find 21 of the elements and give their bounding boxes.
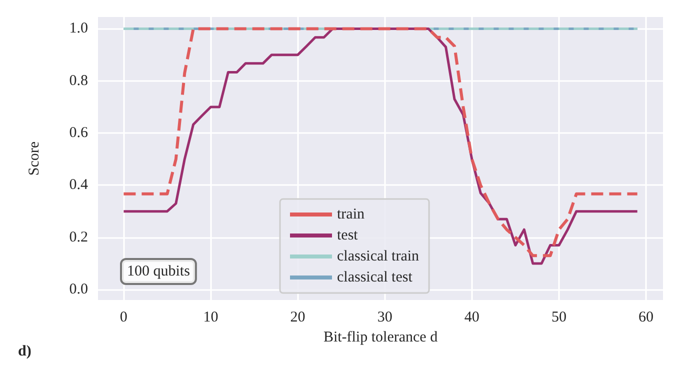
legend-label: test	[337, 228, 359, 244]
legend-label: train	[337, 206, 365, 222]
x-tick-label: 10	[203, 310, 218, 326]
y-tick-label: 0.8	[69, 72, 88, 89]
y-tick-label: 0.2	[69, 229, 88, 246]
x-axis-title: Bit-flip tolerance d	[323, 330, 438, 346]
legend-label: classical test	[337, 270, 414, 286]
y-tick-label: 0.4	[69, 177, 88, 194]
x-tick-label: 60	[638, 310, 654, 326]
y-tick-label: 0.0	[69, 282, 88, 298]
x-tick-label: 40	[464, 310, 480, 326]
x-tick-label: 0	[120, 310, 128, 326]
x-tick-label: 50	[551, 310, 566, 326]
annotation: 100 qubits	[127, 264, 190, 280]
y-axis-title: Score	[26, 141, 42, 176]
y-tick-label: 1.0	[69, 20, 88, 37]
x-tick-label: 30	[377, 310, 392, 326]
x-tick-label: 20	[290, 310, 306, 326]
text: d)	[18, 344, 32, 360]
legend-label: classical train	[337, 248, 420, 264]
y-tick-label: 0.6	[69, 125, 88, 142]
